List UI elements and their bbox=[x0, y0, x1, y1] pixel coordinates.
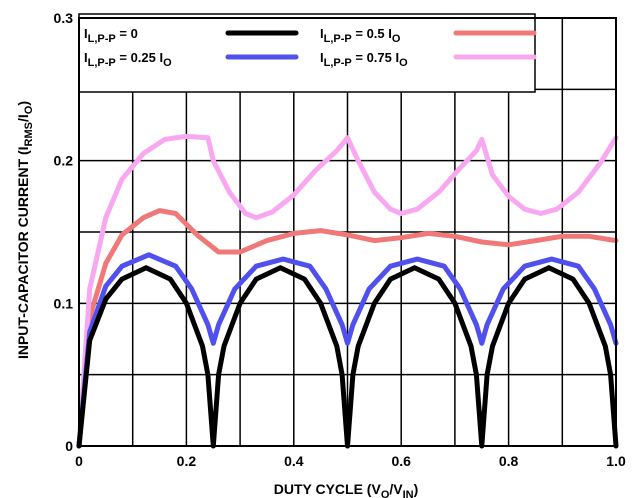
legend-label-rest: = 0.5 I bbox=[352, 26, 392, 41]
x-tick-label: 0.6 bbox=[391, 453, 411, 469]
legend-label-sub: L,P-P bbox=[88, 57, 116, 69]
legend-box bbox=[78, 13, 536, 93]
legend-label-sub2: O bbox=[399, 57, 408, 69]
plot-frame bbox=[78, 17, 617, 447]
x-axis-label-sub2: IN bbox=[403, 489, 414, 498]
plot-border bbox=[78, 17, 617, 447]
y-axis-label-main: INPUT-CAPACITOR CURRENT (I bbox=[15, 146, 31, 359]
legend-label-0: IL,P-P = 0 bbox=[84, 26, 138, 45]
x-tick-label: 0.4 bbox=[284, 453, 304, 469]
x-axis-label: DUTY CYCLE (VO/VIN) bbox=[274, 481, 419, 498]
y-tick-label: 0 bbox=[65, 438, 73, 454]
y-tick-label: 0.3 bbox=[54, 10, 74, 26]
x-tick-label: 0.8 bbox=[499, 453, 519, 469]
legend-label-main: I bbox=[320, 26, 324, 41]
legend-label-sub: L,P-P bbox=[88, 33, 116, 45]
x-axis-label-end: ) bbox=[414, 481, 419, 497]
y-axis-label-end: ) bbox=[15, 101, 31, 106]
y-axis-label-sub2: O bbox=[23, 105, 35, 114]
x-axis-label-sub1: O bbox=[381, 489, 390, 498]
series-line-1 bbox=[76, 252, 619, 449]
y-tick-label: 0.1 bbox=[54, 295, 74, 311]
legend-label-rest: = 0.75 I bbox=[352, 50, 399, 65]
legend-label-sub: L,P-P bbox=[324, 57, 352, 69]
legend-label-1: IL,P-P = 0.25 IO bbox=[84, 50, 172, 69]
y-axis-label-sub1: RMS bbox=[23, 122, 35, 146]
legend-label-main: I bbox=[84, 50, 88, 65]
y-axis-label-mid: /I bbox=[15, 114, 31, 122]
x-tick-label: 0 bbox=[75, 453, 83, 469]
y-ticks: 0 0.1 0.2 0.3 bbox=[54, 10, 74, 454]
y-tick-label: 0.2 bbox=[54, 153, 74, 169]
x-axis-label-main: DUTY CYCLE (V bbox=[274, 481, 382, 497]
legend-label-sub: L,P-P bbox=[324, 33, 352, 45]
legend-label-main: I bbox=[320, 50, 324, 65]
legend-label-3: IL,P-P = 0.75 IO bbox=[320, 50, 408, 69]
x-tick-label: 1.0 bbox=[606, 453, 626, 469]
x-ticks: 0 0.2 0.4 0.6 0.8 1.0 bbox=[75, 453, 626, 469]
y-axis-label: INPUT-CAPACITOR CURRENT (IRMS/IO) bbox=[15, 101, 35, 359]
series-line-2 bbox=[76, 208, 619, 449]
series-line-0 bbox=[76, 265, 619, 449]
x-tick-label: 0.2 bbox=[177, 453, 197, 469]
series-layer bbox=[76, 133, 619, 449]
legend-label-rest: = 0.25 I bbox=[116, 50, 163, 65]
legend-label-sub2: O bbox=[392, 33, 401, 45]
legend-label-2: IL,P-P = 0.5 IO bbox=[320, 26, 401, 45]
series-line-3 bbox=[76, 133, 619, 449]
x-axis-label-mid: /V bbox=[389, 481, 403, 497]
legend-label-sub2: O bbox=[163, 57, 172, 69]
legend-label-rest: = 0 bbox=[116, 26, 138, 41]
legend-label-main: I bbox=[84, 26, 88, 41]
